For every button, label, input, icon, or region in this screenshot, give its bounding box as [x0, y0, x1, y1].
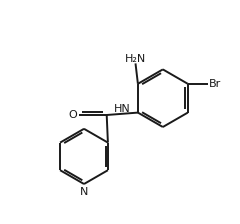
Text: HN: HN: [114, 103, 131, 114]
Text: O: O: [69, 110, 78, 120]
Text: Br: Br: [209, 79, 222, 89]
Text: N: N: [80, 187, 88, 197]
Text: H₂N: H₂N: [125, 54, 146, 64]
